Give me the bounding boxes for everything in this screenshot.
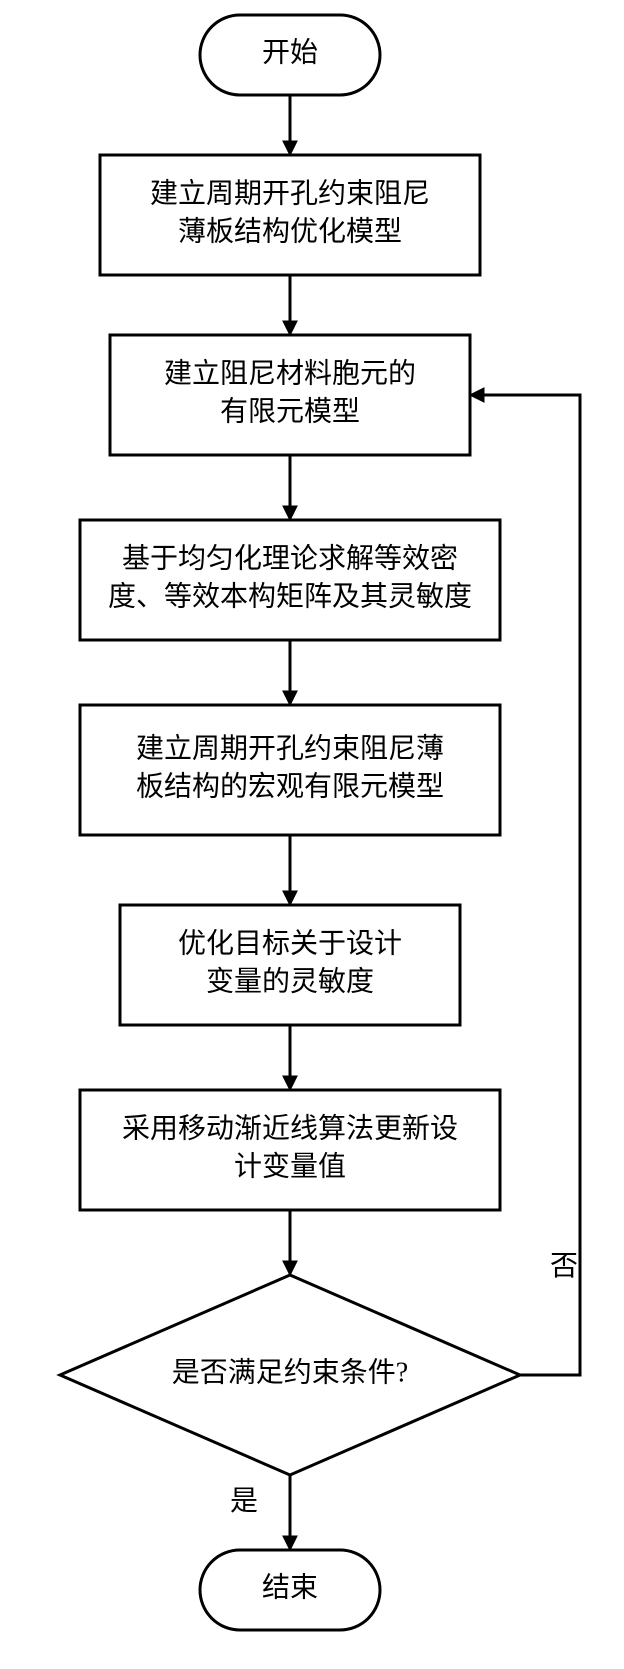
svg-text:薄板结构优化模型: 薄板结构优化模型: [178, 215, 402, 247]
svg-text:建立周期开孔约束阻尼薄: 建立周期开孔约束阻尼薄: [136, 733, 444, 765]
node-n2: [110, 335, 470, 455]
node-text-decision: 是否满足约束条件?: [172, 1356, 408, 1388]
svg-text:是否满足约束条件?: 是否满足约束条件?: [172, 1356, 408, 1388]
svg-text:变量的灵敏度: 变量的灵敏度: [206, 965, 374, 997]
svg-text:基于均匀化理论求解等效密: 基于均匀化理论求解等效密: [122, 543, 458, 575]
svg-text:开始: 开始: [262, 36, 318, 68]
node-n1: [100, 155, 480, 275]
node-n3: [80, 520, 500, 640]
svg-text:建立周期开孔约束阻尼: 建立周期开孔约束阻尼: [150, 178, 430, 210]
node-text-start: 开始: [262, 36, 318, 68]
flowchart-diagram: 是 否 开始建立周期开孔约束阻尼薄板结构优化模型建立阻尼材料胞元的有限元模型基于均匀…: [0, 0, 624, 1669]
edge-label-decision-end: 是: [230, 1486, 258, 1517]
svg-text:板结构的宏观有限元模型: 板结构的宏观有限元模型: [136, 770, 444, 802]
edge-label-decision-n2: 否: [550, 1251, 578, 1282]
svg-text:计变量值: 计变量值: [234, 1150, 346, 1182]
node-n4: [80, 705, 500, 835]
node-n5: [120, 905, 460, 1025]
svg-text:建立阻尼材料胞元的: 建立阻尼材料胞元的: [164, 358, 416, 390]
node-n6: [80, 1090, 500, 1210]
svg-text:有限元模型: 有限元模型: [220, 395, 360, 427]
svg-text:度、等效本构矩阵及其灵敏度: 度、等效本构矩阵及其灵敏度: [108, 580, 472, 612]
node-text-end: 结束: [262, 1571, 318, 1603]
svg-text:采用移动渐近线算法更新设: 采用移动渐近线算法更新设: [122, 1113, 458, 1145]
svg-text:结束: 结束: [262, 1571, 318, 1603]
svg-text:优化目标关于设计: 优化目标关于设计: [178, 928, 402, 960]
